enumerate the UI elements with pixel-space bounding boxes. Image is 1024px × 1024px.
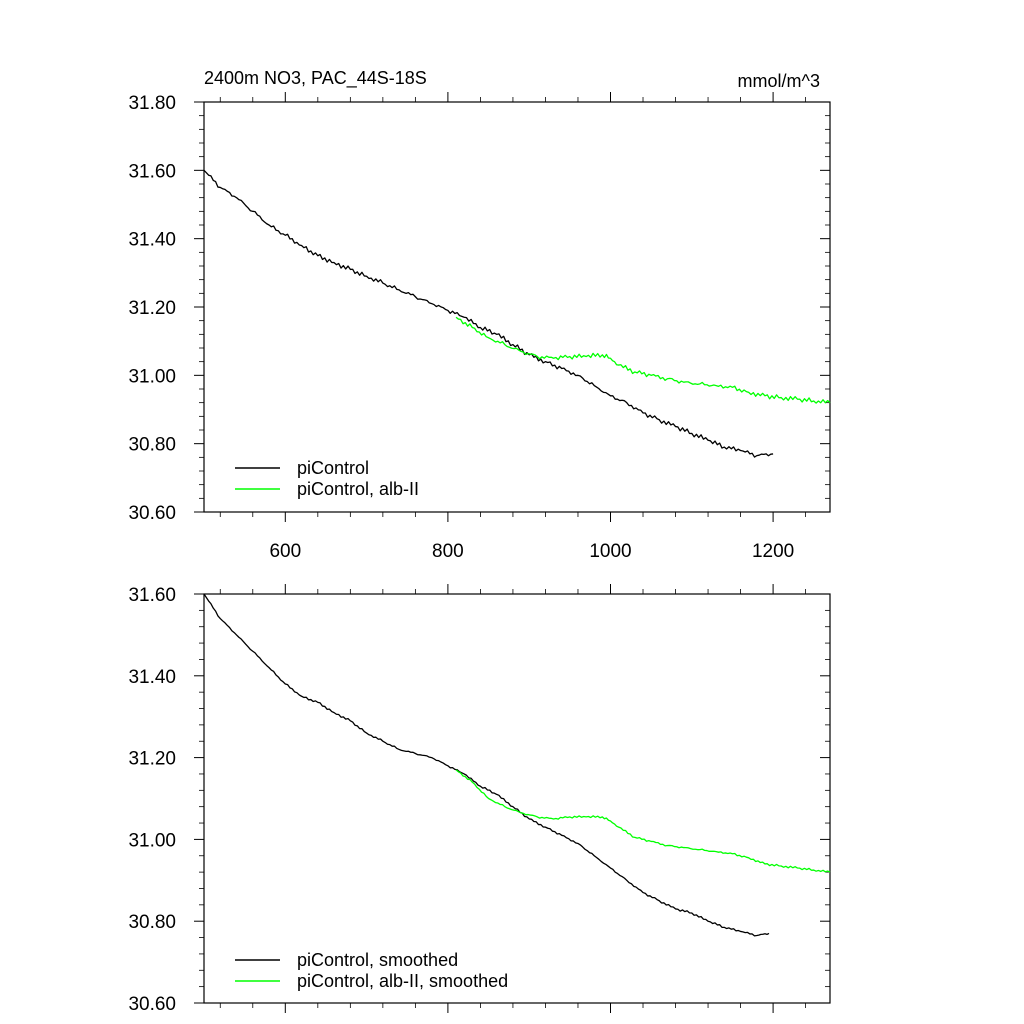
y-tick-label: 31.00 — [128, 830, 176, 851]
top-panel: 30.60 30.80 31.00 31.20 31.40 31.60 31.80 600 80… — [128, 92, 831, 562]
y-tick-label: 31.80 — [128, 93, 176, 114]
y-tick-label: 30.60 — [128, 994, 176, 1015]
y-tick-label: 31.40 — [128, 667, 176, 688]
plot-frame — [203, 593, 831, 1004]
y-tick-label: 31.20 — [128, 298, 176, 319]
bottom-panel: 30.60 30.80 31.00 31.20 31.40 31.60 piControl,… — [128, 584, 831, 1015]
y-tick-label: 31.40 — [128, 230, 176, 251]
y-tick-label: 31.00 — [128, 366, 176, 387]
series-line-experiment — [455, 769, 831, 873]
legend-label: piControl — [297, 458, 369, 478]
y-tick-label: 31.60 — [128, 161, 176, 182]
y-tick-label: 30.80 — [128, 435, 176, 456]
chart-title: 2400m NO3, PAC_44S-18S — [204, 68, 427, 89]
series-line-control — [203, 593, 770, 937]
x-tick-label: 1200 — [752, 541, 794, 562]
y-tick-label: 30.80 — [128, 912, 176, 933]
y-tick-label: 31.60 — [128, 585, 176, 606]
legend-label: piControl, alb-II — [297, 479, 419, 499]
chart-units-label: mmol/m^3 — [738, 71, 820, 91]
series-line-control — [203, 169, 774, 458]
series-line-experiment — [455, 316, 831, 404]
y-tick-label: 31.20 — [128, 749, 176, 770]
x-tick-label: 800 — [432, 541, 464, 562]
legend-label: piControl, smoothed — [297, 950, 458, 970]
x-tick-label: 1000 — [589, 541, 631, 562]
y-tick-label: 30.60 — [128, 503, 176, 524]
legend-label: piControl, alb-II, smoothed — [297, 971, 508, 991]
x-tick-label: 600 — [269, 541, 301, 562]
